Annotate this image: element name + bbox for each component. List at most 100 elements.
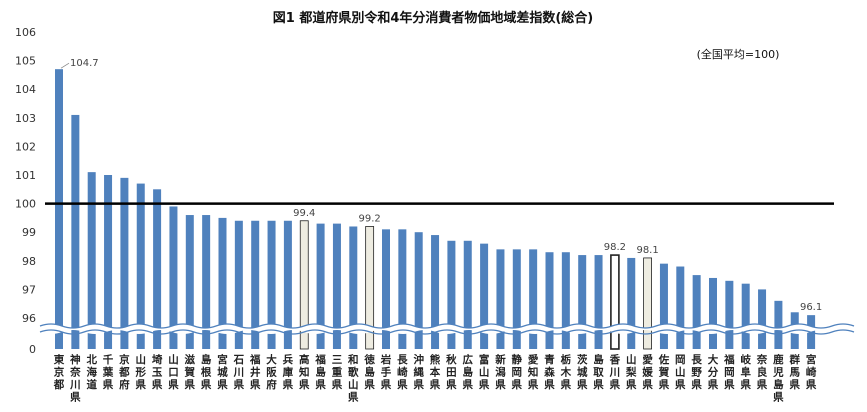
bar-埼玉県 [153, 189, 162, 349]
category-label: 長崎県 [397, 354, 408, 391]
category-label: 大阪府 [266, 353, 277, 391]
chart-title: 図1 都道府県別令和4年分消費者物価地域差指数(総合) [273, 10, 594, 26]
data-labels: 104.7 99.4 99.2 98.2 98.1 96.1 [60, 58, 822, 313]
category-label: 広島県 [463, 353, 474, 391]
bar-佐賀県 [659, 263, 668, 349]
category-label: 富山県 [479, 353, 490, 391]
category-label: 滋賀県 [184, 353, 196, 391]
data-label: 99.4 [293, 208, 315, 219]
bar-岡山県 [676, 266, 685, 349]
category-label: 神奈川県 [69, 353, 81, 404]
category-label: 青森県 [543, 353, 555, 391]
bar-山形県 [136, 183, 145, 349]
y-tick-label: 0 [29, 343, 36, 356]
category-label: 京都府 [118, 353, 130, 391]
category-label: 岡山県 [675, 354, 686, 391]
data-label: 99.2 [359, 213, 381, 224]
category-label: 高知県 [299, 353, 310, 391]
category-label: 佐賀県 [658, 353, 670, 391]
category-label: 長野県 [691, 354, 702, 391]
bar-新潟県 [496, 249, 505, 349]
category-label: 島根県 [201, 353, 212, 391]
category-label: 大分県 [708, 353, 719, 391]
category-label: 兵庫県 [283, 353, 294, 391]
bar-宮城県 [218, 217, 227, 349]
y-tick-label: 96 [22, 312, 36, 325]
bar-長野県 [692, 275, 701, 349]
y-tick-label: 98 [22, 255, 36, 268]
bar-富山県 [480, 243, 489, 349]
bar-兵庫県 [283, 220, 292, 349]
category-label: 千葉県 [102, 353, 114, 391]
category-label: 山形県 [136, 353, 147, 391]
bar-島根県 [202, 215, 211, 349]
category-label: 山梨県 [625, 353, 637, 391]
data-label: 104.7 [70, 58, 99, 69]
category-label: 三重県 [332, 354, 343, 391]
category-label: 和歌山県 [347, 353, 359, 404]
y-tick-label: 104 [15, 83, 36, 96]
bar-神奈川県 [71, 114, 80, 349]
axis-break-line-top [39, 323, 855, 329]
category-label: 石川県 [233, 354, 245, 391]
category-label: 香川県 [609, 353, 621, 391]
bar-高知県 [299, 220, 309, 350]
category-label: 愛媛県 [641, 353, 653, 391]
bar-愛知県 [529, 249, 538, 349]
data-label: 96.1 [800, 302, 822, 313]
category-label: 東京都 [53, 353, 65, 391]
axis-break [39, 323, 855, 335]
category-label: 静岡県 [512, 353, 523, 391]
bar-秋田県 [447, 240, 456, 349]
bar-石川県 [234, 220, 243, 349]
bar-大阪府 [267, 220, 276, 349]
bar-東京都 [55, 69, 63, 350]
category-label: 茨城県 [577, 353, 588, 391]
category-label: 愛知県 [528, 353, 539, 391]
category-label: 北海道 [86, 353, 97, 391]
y-tick-label: 100 [15, 198, 36, 211]
category-label: 熊本県 [430, 353, 441, 391]
category-label: 岩手県 [380, 353, 392, 391]
bar-福岡県 [725, 280, 734, 349]
bar-青森県 [545, 252, 554, 349]
bar-茨城県 [578, 255, 587, 349]
chart-note: (全国平均=100) [697, 47, 780, 61]
y-tick-label: 106 [15, 26, 36, 39]
category-label: 沖縄県 [413, 353, 424, 391]
y-tick-label: 102 [15, 140, 36, 153]
bar-岐阜県 [741, 283, 750, 349]
bar-和歌山県 [349, 226, 358, 349]
data-label-leader [60, 62, 70, 69]
category-label: 山口県 [168, 353, 179, 391]
category-label: 栃木県 [560, 353, 572, 391]
category-label: 新潟県 [495, 353, 506, 391]
bar-北海道 [87, 172, 96, 349]
bar-静岡県 [512, 249, 521, 349]
data-label: 98.1 [636, 245, 658, 256]
bar-長崎県 [398, 229, 407, 349]
category-label: 秋田県 [446, 353, 457, 391]
category-label: 岐阜県 [740, 353, 751, 391]
bar-香川県 [610, 254, 620, 350]
bar-千葉県 [104, 175, 113, 349]
bar-三重県 [332, 223, 341, 349]
bar-広島県 [463, 240, 472, 349]
bar-奈良県 [758, 289, 767, 349]
category-label: 徳島県 [363, 353, 375, 391]
y-tick-label: 105 [15, 55, 36, 68]
bar-福島県 [316, 223, 325, 349]
axis-break-line-bottom [39, 329, 855, 335]
category-label: 宮城県 [217, 353, 228, 391]
category-label: 鹿児島県 [772, 353, 784, 404]
bar-大分県 [709, 277, 717, 349]
y-tick-label: 103 [15, 112, 36, 125]
category-label: 宮崎県 [806, 353, 817, 391]
category-label: 埼玉県 [152, 353, 163, 391]
category-label: 群馬県 [790, 353, 801, 391]
bar-岩手県 [382, 229, 390, 349]
y-tick-label: 101 [15, 169, 36, 182]
bar-沖縄県 [414, 232, 423, 349]
bar-福井県 [251, 220, 260, 349]
bar-島取県 [594, 255, 603, 349]
